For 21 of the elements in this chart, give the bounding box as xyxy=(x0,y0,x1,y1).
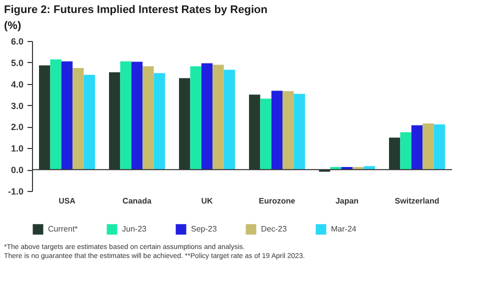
y-tick-label: 1.0 xyxy=(10,144,24,154)
y-tick-label: 3.0 xyxy=(10,100,24,111)
legend-label: Dec-23 xyxy=(261,224,288,234)
x-tick-label: USA xyxy=(58,196,76,206)
y-tick-label: -1.0 xyxy=(8,186,24,196)
legend-label: Sep-23 xyxy=(191,224,218,234)
y-tick-label: 6.0 xyxy=(10,36,24,46)
x-tick-label: Switzerland xyxy=(394,196,440,206)
x-tick-label: UK xyxy=(201,196,213,206)
chart-title: Figure 2: Futures Implied Interest Rates by Region xyxy=(4,4,268,16)
legend-label: Current* xyxy=(48,224,78,234)
x-tick-label: Eurozone xyxy=(258,196,296,206)
y-axis-title: (%) xyxy=(4,20,22,32)
x-tick-label: Canada xyxy=(122,196,152,206)
legend-label: Jun-23 xyxy=(122,224,148,234)
x-tick-label: Japan xyxy=(335,196,359,206)
legend-label: Mar-24 xyxy=(331,224,357,234)
y-tick-label: 4.0 xyxy=(10,79,24,90)
y-tick-label: 0.0 xyxy=(10,165,24,176)
y-tick-label: 2.0 xyxy=(10,122,24,132)
y-tick-label: 5.0 xyxy=(10,58,24,68)
